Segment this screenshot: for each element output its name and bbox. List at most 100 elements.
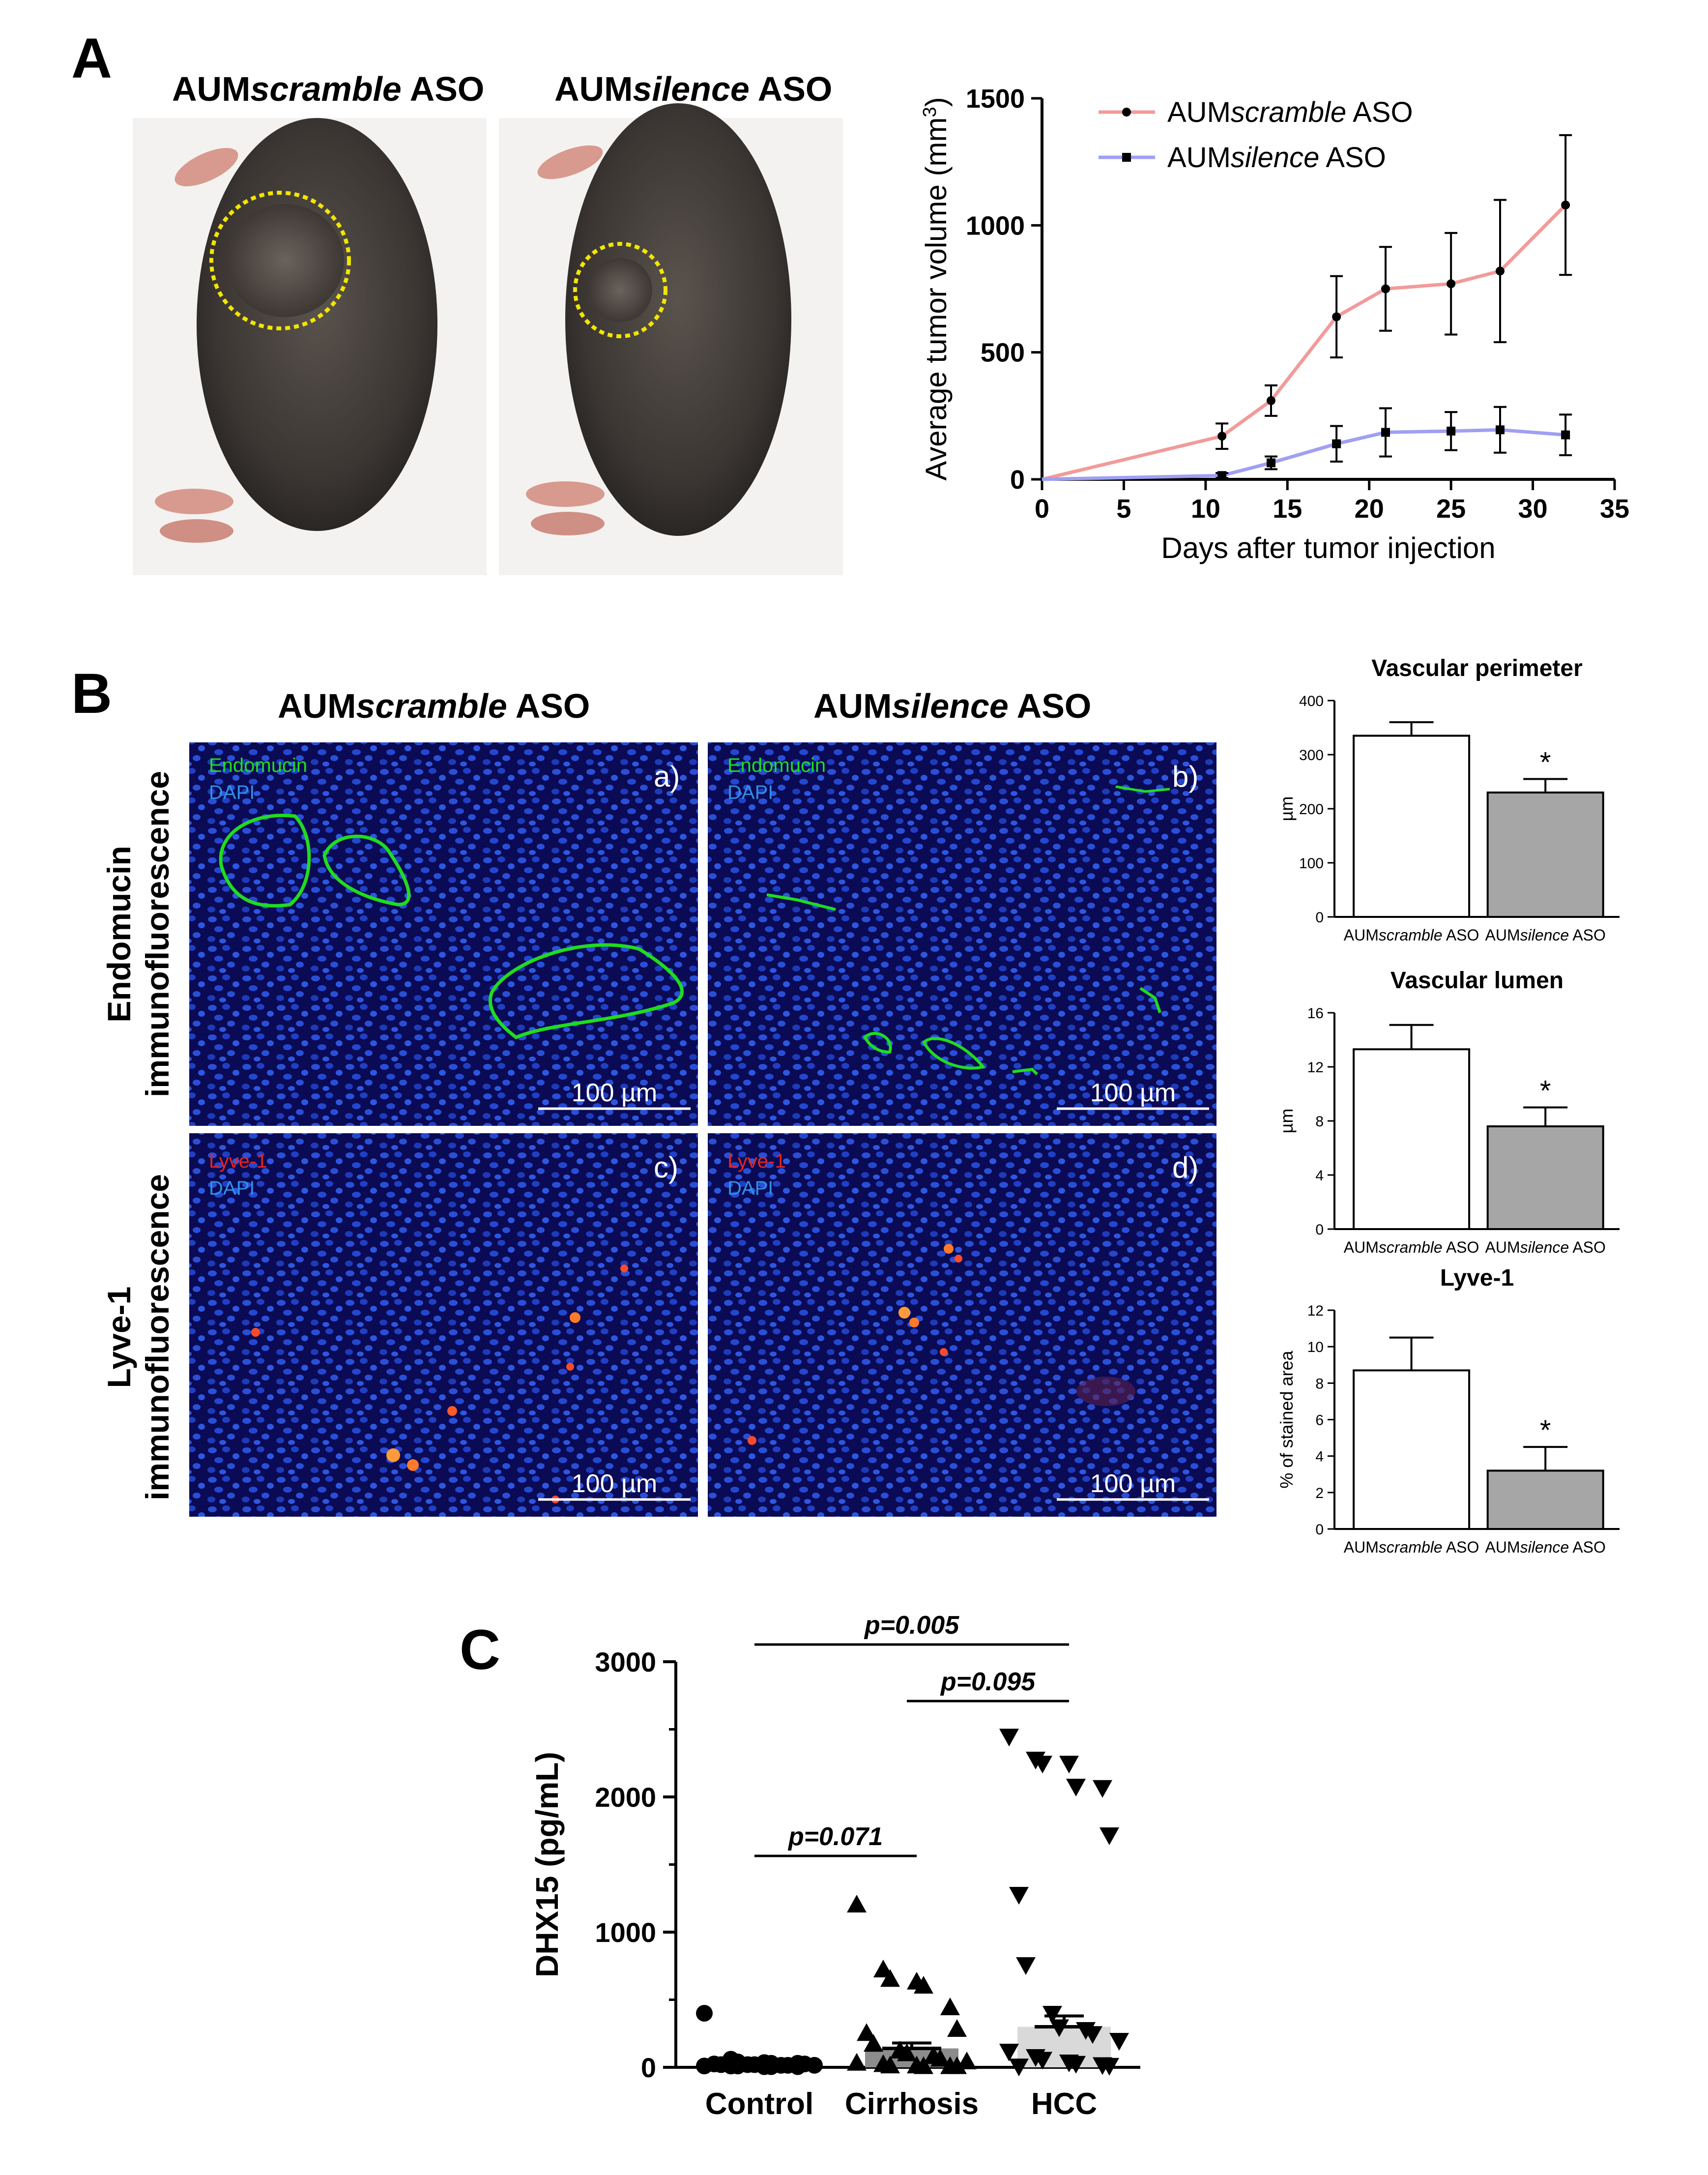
tumor-outline xyxy=(573,242,667,338)
dapi-label: DAPI xyxy=(209,782,255,803)
category-label: Control xyxy=(705,2087,813,2121)
data-point xyxy=(1033,1756,1052,1774)
y-tick-label: 0 xyxy=(1315,1522,1324,1538)
data-point xyxy=(1033,2052,1052,2070)
data-point xyxy=(947,2019,967,2037)
y-tick-label: 400 xyxy=(1299,693,1324,709)
data-point xyxy=(729,2057,746,2075)
data-point xyxy=(1009,2058,1029,2077)
tile-letter: d) xyxy=(1172,1151,1198,1184)
data-point xyxy=(1109,2033,1129,2051)
data-point xyxy=(1332,439,1341,448)
data-point xyxy=(1381,428,1390,437)
bar xyxy=(1353,735,1471,918)
data-point xyxy=(999,1729,1019,1747)
data-point xyxy=(763,2058,780,2075)
y-tick-label: 0 xyxy=(1010,465,1025,495)
legend-label: AUMsilence ASO xyxy=(1167,142,1386,174)
data-point xyxy=(857,2023,876,2041)
p-value-label: p=0.071 xyxy=(787,1822,883,1851)
y-tick-label: 0 xyxy=(1315,910,1324,926)
bar xyxy=(1353,1369,1471,1530)
data-point xyxy=(1496,266,1505,276)
bar xyxy=(1486,1470,1604,1530)
category-label: HCC xyxy=(1031,2087,1097,2121)
significance-marker: * xyxy=(1540,1075,1551,1107)
data-point xyxy=(930,2049,950,2067)
data-point xyxy=(957,2052,977,2069)
data-point xyxy=(789,2058,806,2075)
series-line xyxy=(1042,204,1567,481)
data-point xyxy=(1267,458,1275,468)
x-tick-label: 20 xyxy=(1355,494,1384,524)
dapi-label: DAPI xyxy=(209,1177,255,1199)
panel-label-c: C xyxy=(460,1618,500,1681)
x-tick-label: 25 xyxy=(1436,494,1466,524)
data-point xyxy=(897,2043,917,2061)
y-tick-label: 10 xyxy=(1307,1339,1324,1355)
y-axis-label: DHX15 (pg/mL) xyxy=(529,1752,565,1977)
y-tick-label: 8 xyxy=(1315,1376,1324,1392)
data-point xyxy=(1332,312,1341,322)
data-point xyxy=(1561,201,1570,209)
data-point xyxy=(1100,1827,1119,1845)
y-tick-label: 4 xyxy=(1315,1168,1324,1184)
lyve1-bar-chart: Lyve-1 0 2 4 6 8 10 12 % of stained area AUMscram… xyxy=(1276,1265,1620,1556)
y-tick-label: 1000 xyxy=(595,1917,656,1948)
chart-title: Lyve-1 xyxy=(1440,1265,1514,1291)
x-axis-label: Days after tumor injection xyxy=(1161,531,1495,564)
photo-title-scramble: AUMscramble ASO xyxy=(172,70,484,108)
bar xyxy=(1486,792,1604,918)
data-point xyxy=(696,2057,713,2075)
column-header-silence: AUMsilence ASO xyxy=(813,687,1091,725)
scale-bar-label: 100 µm xyxy=(1090,1470,1176,1498)
data-point xyxy=(847,1895,867,1912)
dapi-label: DAPI xyxy=(727,782,773,803)
y-tick-label: 3000 xyxy=(595,1646,656,1677)
y-tick-label: 300 xyxy=(1299,747,1324,764)
data-point xyxy=(1066,2056,1086,2074)
mouse-photo-silence xyxy=(499,103,843,575)
p-value-label: p=0.095 xyxy=(940,1668,1036,1696)
y-tick-label: 1000 xyxy=(966,211,1025,240)
data-point xyxy=(1016,1957,1036,1975)
p-value-label: p=0.005 xyxy=(864,1611,959,1640)
x-tick-label: 30 xyxy=(1518,494,1548,524)
tile-letter: c) xyxy=(654,1151,678,1184)
y-tick-label: 12 xyxy=(1307,1059,1324,1076)
column-header-scramble: AUMscramble ASO xyxy=(278,687,590,725)
x-tick-label: 10 xyxy=(1191,494,1220,524)
svg-text:immunofluorescence: immunofluorescence xyxy=(139,771,175,1097)
panel-label-a: A xyxy=(71,27,112,90)
category-label: AUMsilence ASO xyxy=(1485,1538,1605,1556)
data-point xyxy=(864,2034,883,2052)
data-point xyxy=(914,1976,933,1994)
micrograph-d: Lyve-1 DAPI d) 100 µm xyxy=(708,1133,1216,1517)
y-tick-label: 1500 xyxy=(966,84,1025,114)
y-tick-label: 0 xyxy=(1315,1222,1324,1238)
data-point xyxy=(1042,2006,1062,2024)
micrograph-b: Endomucin DAPI b) 100 µm xyxy=(708,742,1216,1126)
data-point xyxy=(1100,2057,1119,2076)
x-tick-label: 15 xyxy=(1273,494,1302,524)
chart-title: Vascular lumen xyxy=(1390,968,1563,994)
row-label-endomucin: Endomucin immunofluorescence xyxy=(101,771,175,1097)
marker-label: Lyve-1 xyxy=(209,1150,267,1172)
category-label: AUMscramble ASO xyxy=(1344,926,1479,944)
y-tick-label: 2 xyxy=(1315,1485,1324,1501)
marker-label: Endomucin xyxy=(727,755,826,776)
data-point xyxy=(1093,1780,1112,1798)
category-label: AUMsilence ASO xyxy=(1485,1238,1605,1256)
y-axis-label: µm xyxy=(1276,796,1297,822)
y-tick-label: 2000 xyxy=(595,1782,656,1813)
y-axis-label: % of stained area xyxy=(1276,1350,1297,1488)
y-tick-label: 16 xyxy=(1307,1005,1324,1022)
legend-marker xyxy=(1122,153,1131,162)
y-tick-label: 500 xyxy=(981,338,1025,368)
data-point xyxy=(696,2005,713,2022)
significance-marker: * xyxy=(1540,747,1551,779)
marker-label: Lyve-1 xyxy=(727,1150,786,1172)
photo-title-silence: AUMsilence ASO xyxy=(554,70,832,108)
y-tick-label: 4 xyxy=(1315,1449,1324,1465)
